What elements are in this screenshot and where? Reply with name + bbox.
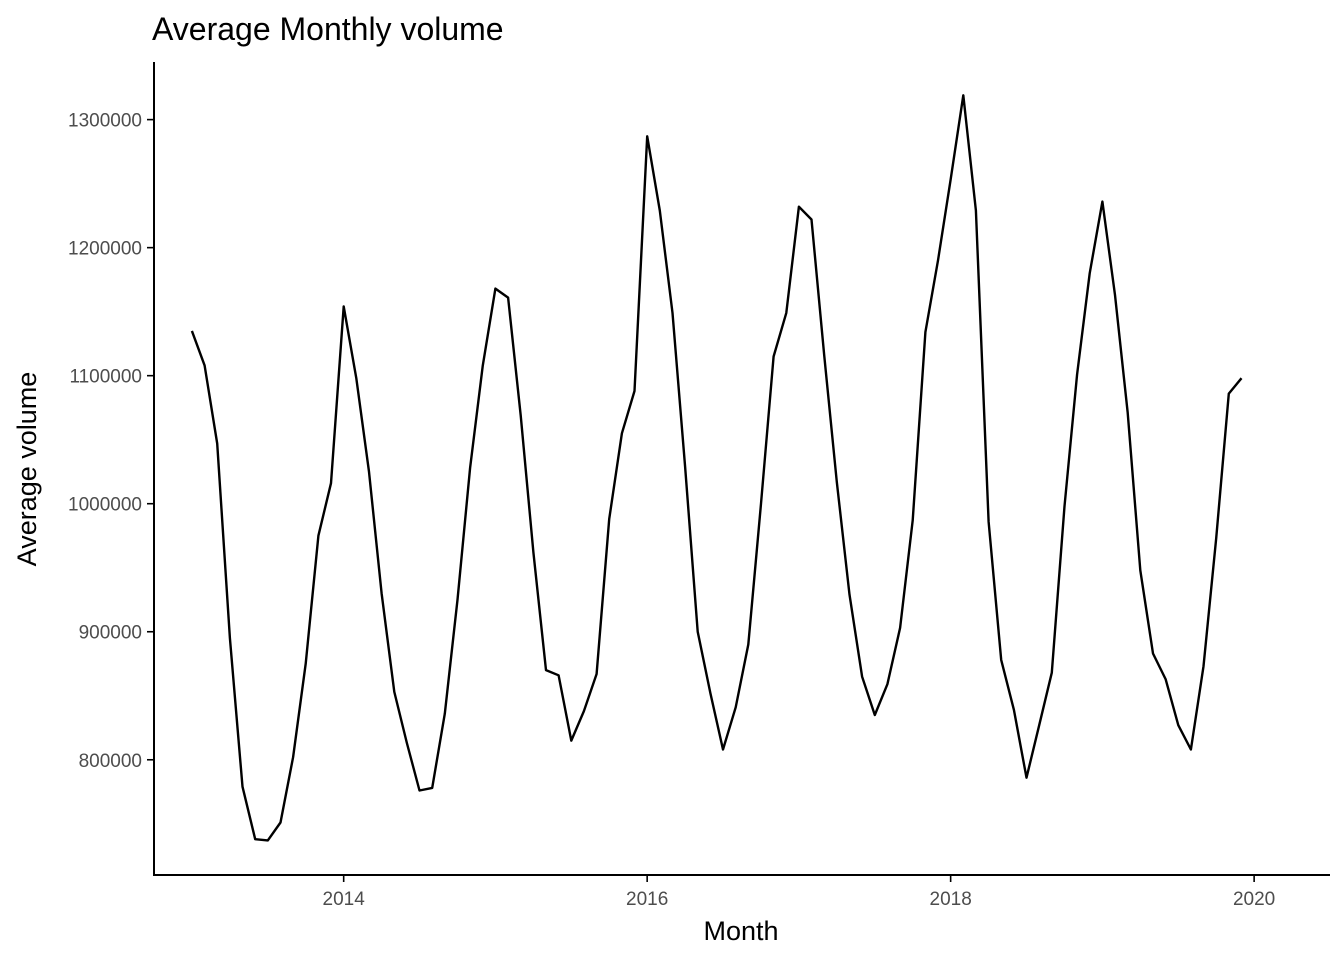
y-tick-label: 1100000: [69, 367, 142, 388]
x-axis-ticks: 2014 2016 2018 2020: [323, 875, 1275, 910]
x-tick-label: 2018: [930, 889, 972, 910]
y-tick-label: 900000: [79, 623, 142, 644]
y-tick-label: 800000: [79, 751, 142, 772]
plot-area: 800000 900000 1000000 1100000 1200000 1300000…: [68, 62, 1330, 910]
x-tick-label: 2020: [1233, 889, 1275, 910]
y-axis-ticks: 800000 900000 1000000 1100000 1200000 1300000: [68, 111, 154, 772]
series-line: [190, 94, 1243, 842]
y-tick-label: 1300000: [68, 111, 142, 132]
x-tick-label: 2016: [626, 889, 668, 910]
y-axis-title: Average volume: [12, 372, 42, 567]
chart-title: Average Monthly volume: [152, 11, 504, 47]
x-axis-title: Month: [703, 916, 778, 946]
x-tick-label: 2014: [323, 889, 366, 910]
y-tick-label: 1200000: [68, 239, 142, 260]
y-tick-label: 1000000: [68, 495, 142, 516]
